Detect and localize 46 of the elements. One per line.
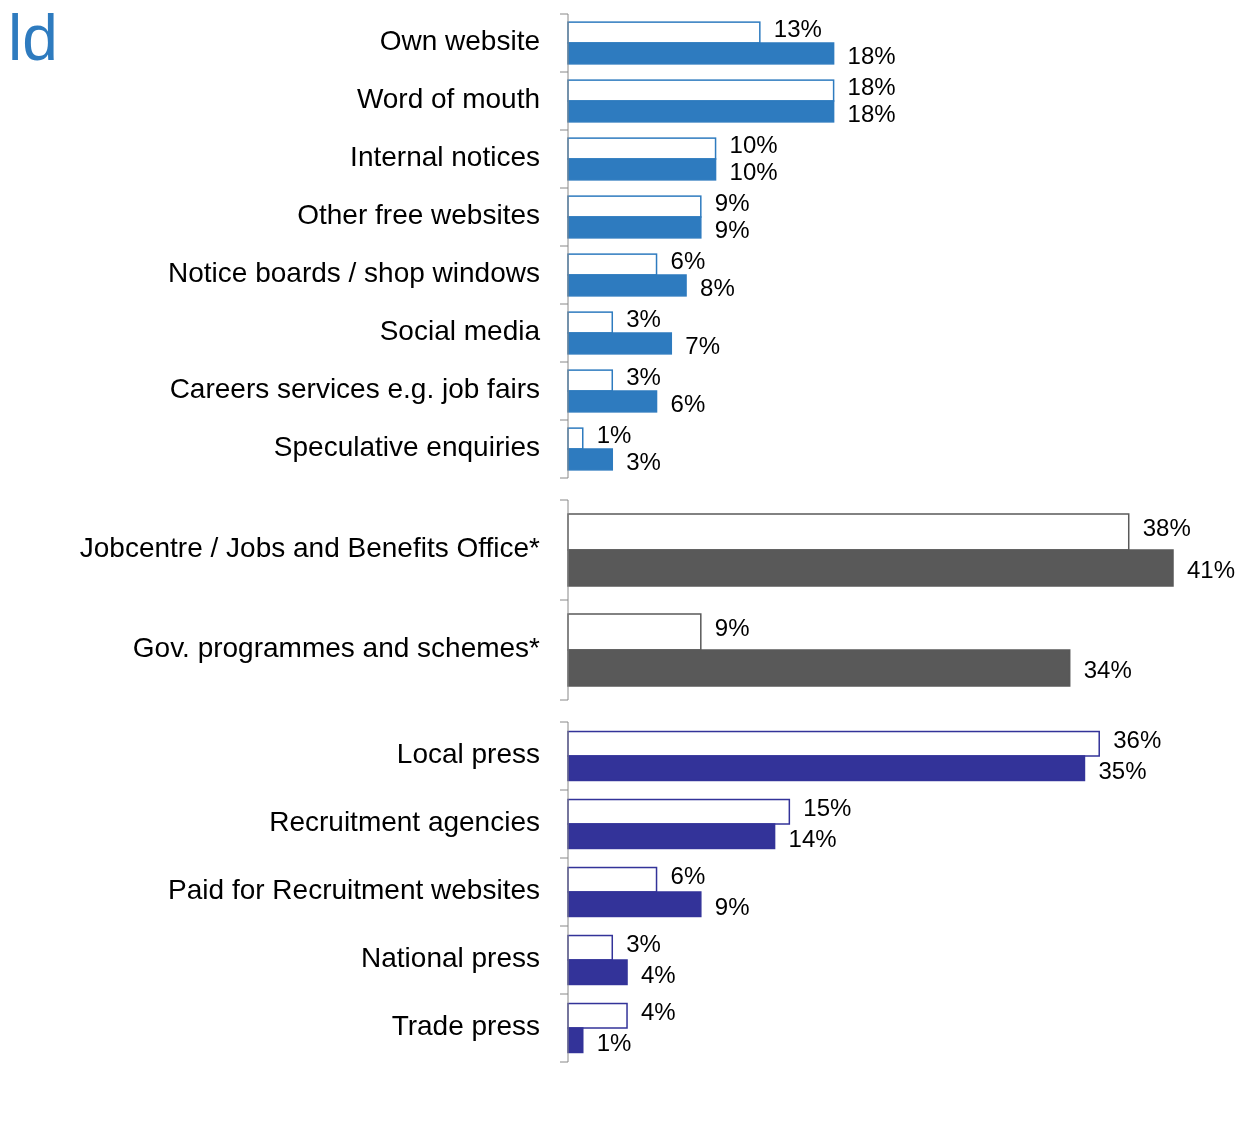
y-tick-label: Local press [396,738,540,770]
y-tick-label: Own website [379,25,540,57]
y-tick-label: Social media [379,315,541,347]
y-tick-label: Internal notices [350,141,540,173]
y-tick-label: Gov. programmes and schemes* [132,632,541,664]
data-label: 34% [1083,656,1132,684]
data-label: 3% [626,304,661,332]
y-tick-label: Other free websites [297,199,540,231]
y-tick-label: Recruitment agencies [269,806,540,838]
data-label: 8% [700,273,735,301]
y-tick-label: Careers services e.g. job fairs [169,373,540,405]
data-label: 38% [1142,514,1191,542]
data-label: 4% [641,998,676,1026]
data-label: 3% [626,447,661,475]
data-label: 9% [714,215,750,243]
data-label: 3% [626,930,661,958]
data-label: 36% [1113,726,1162,754]
data-label: 9% [714,614,750,642]
y-tick-label: Word of mouth [356,83,540,115]
y-tick-label: National press [361,942,540,974]
data-label: 15% [803,794,852,822]
data-label: 3% [626,362,661,390]
text: ld [8,2,58,74]
data-label: 1% [596,1028,632,1056]
data-label: 4% [641,960,676,988]
data-label: 9% [714,892,750,920]
data-label: 14% [788,824,837,852]
data-label: 18% [847,41,896,69]
data-label: 1% [596,420,632,448]
y-tick-label: Trade press [391,1010,540,1042]
y-tick-label: Notice boards / shop windows [168,257,540,289]
data-label: 7% [685,331,720,359]
data-label: 9% [714,188,750,216]
y-tick-label: Jobcentre / Jobs and Benefits Office* [79,532,541,564]
data-label: 6% [670,389,706,417]
y-tick-label: Paid for Recruitment websites [168,874,540,906]
data-label: 6% [670,246,706,274]
data-label: 18% [847,99,896,127]
data-label: 6% [670,862,706,890]
data-label: 10% [729,157,778,185]
data-label: 13% [773,14,822,42]
y-tick-label: Speculative enquiries [273,431,540,463]
data-label: 41% [1187,556,1236,584]
data-label: 35% [1098,756,1147,784]
data-label: 18% [847,72,896,100]
data-label: 10% [729,130,778,158]
